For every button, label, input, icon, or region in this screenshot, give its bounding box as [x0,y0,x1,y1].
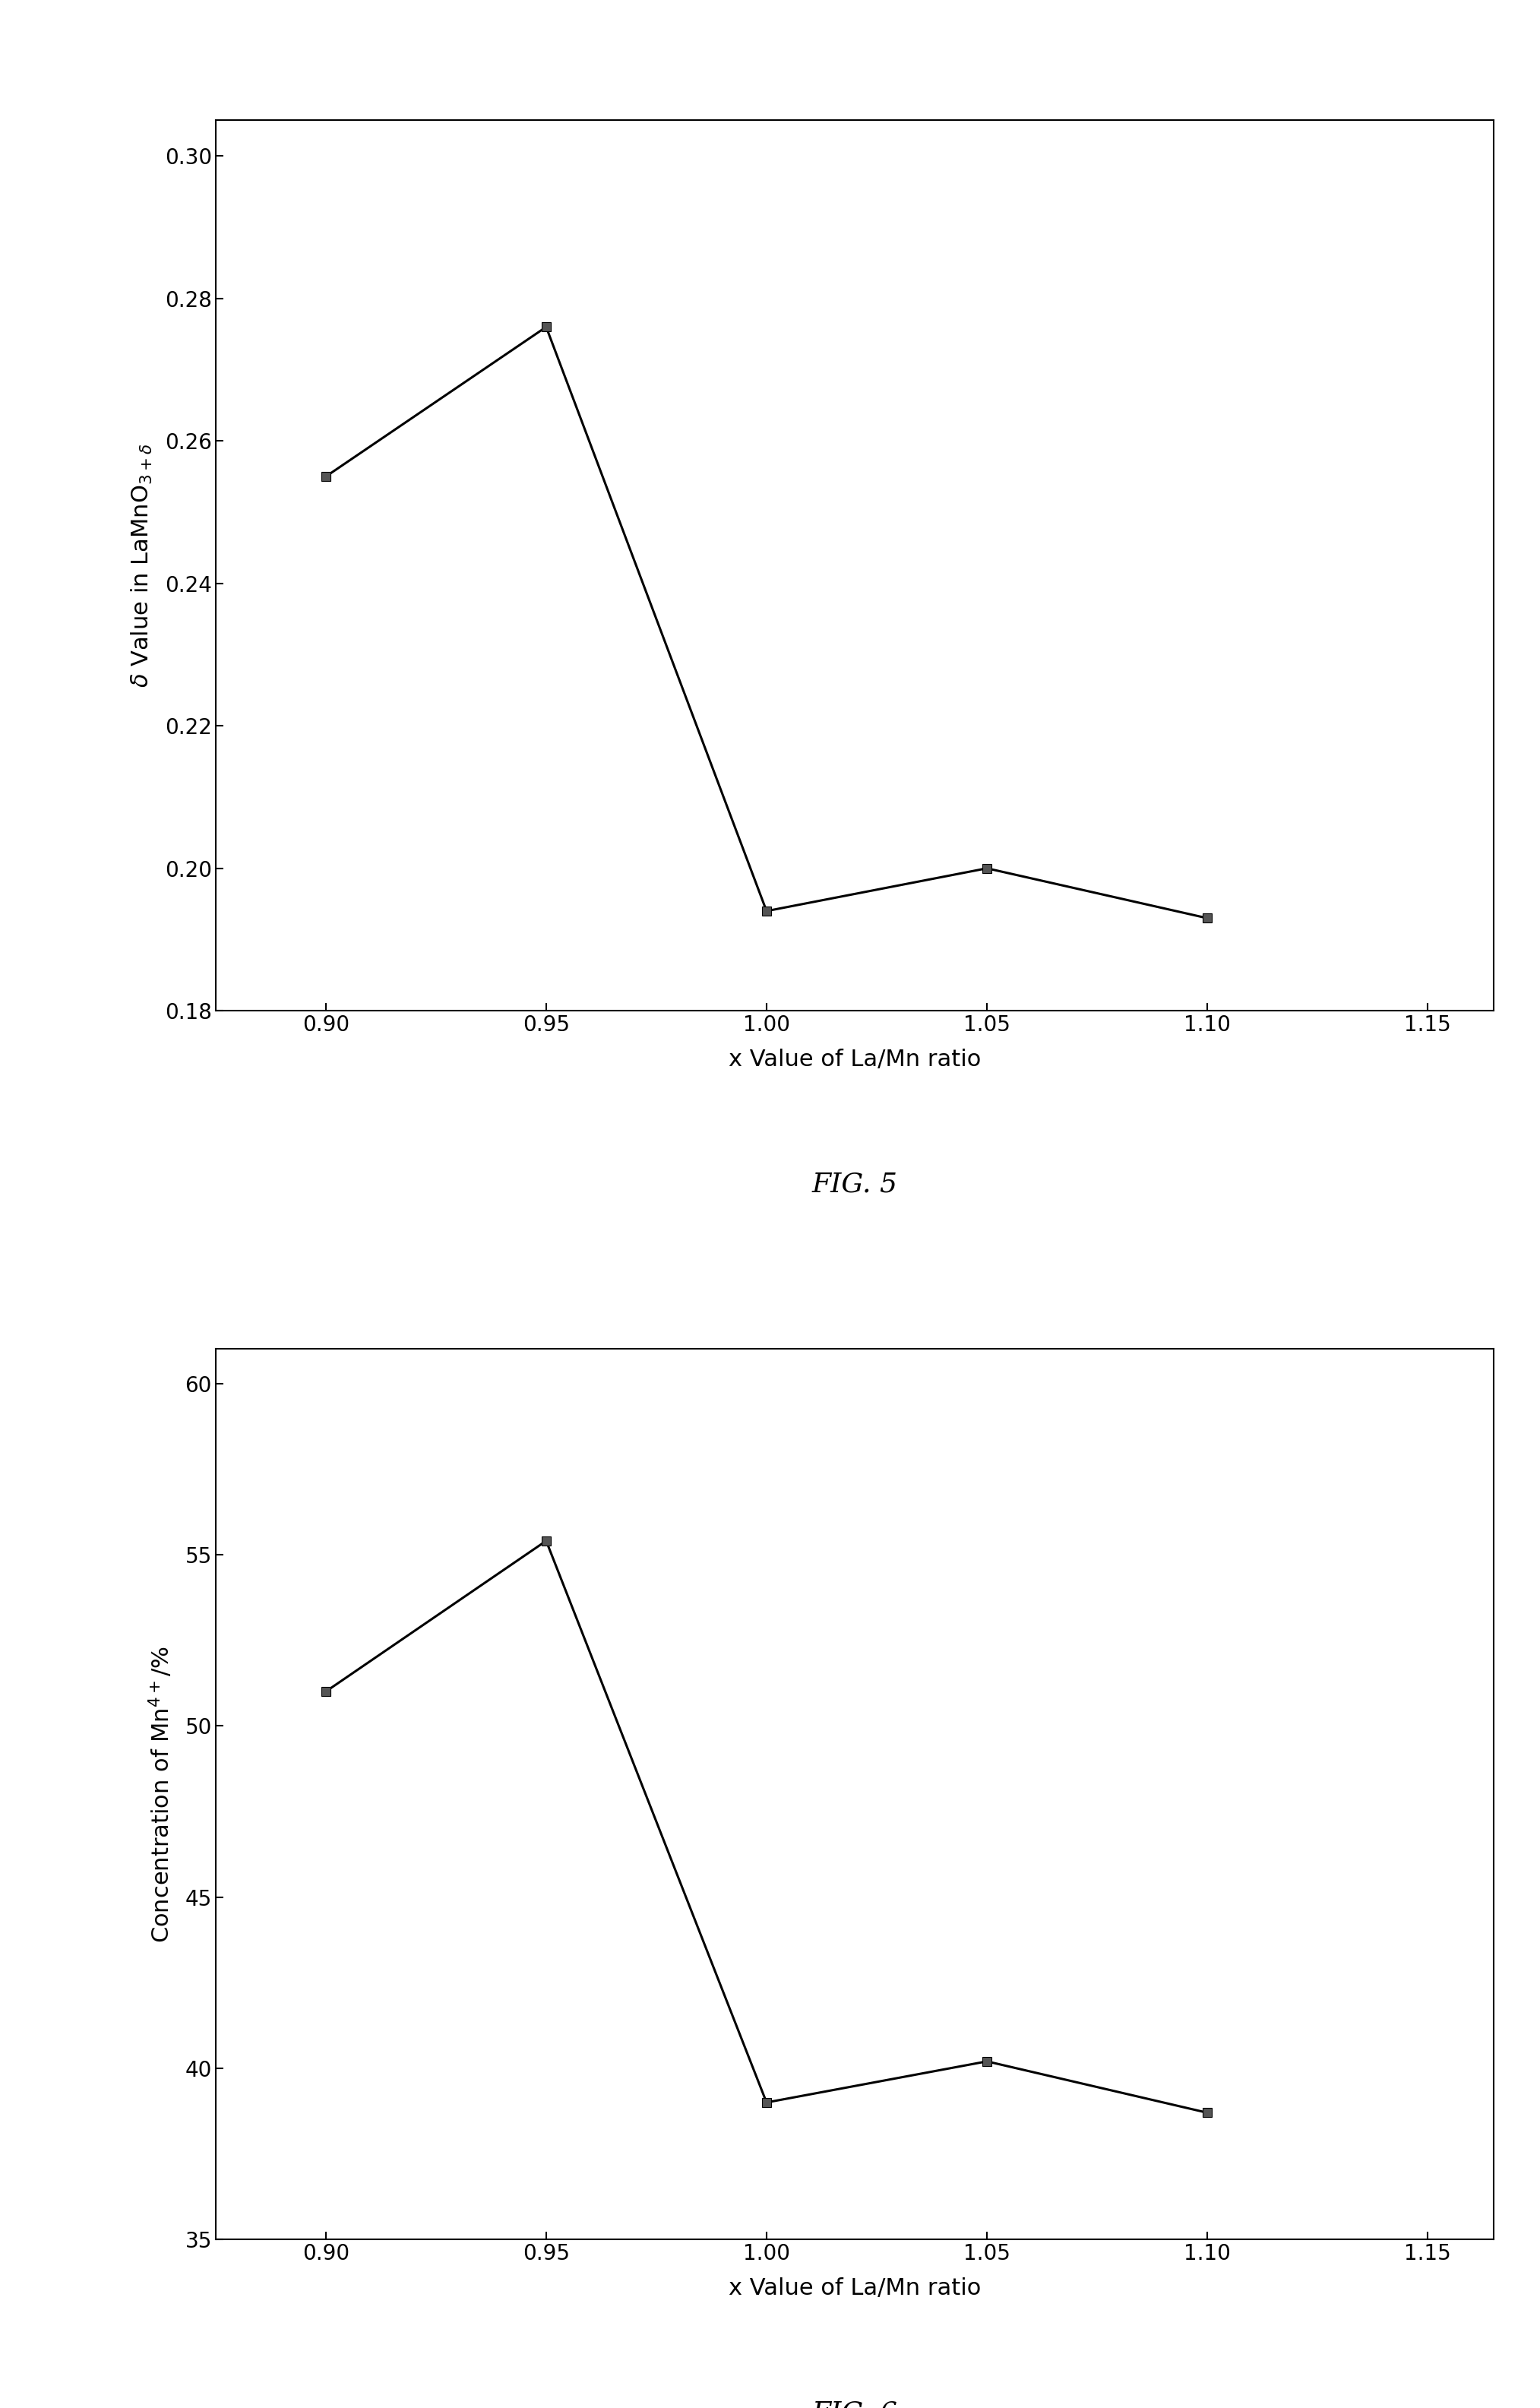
Text: FIG. 6: FIG. 6 [812,2401,898,2408]
X-axis label: x Value of La/Mn ratio: x Value of La/Mn ratio [728,1047,981,1072]
Y-axis label: Concentration of Mn$^{4+}$/%: Concentration of Mn$^{4+}$/% [148,1645,174,1943]
X-axis label: x Value of La/Mn ratio: x Value of La/Mn ratio [728,2278,981,2300]
Y-axis label: $\delta$ Value in LaMnO$_{3+\delta}$: $\delta$ Value in LaMnO$_{3+\delta}$ [129,443,154,689]
Text: FIG. 5: FIG. 5 [812,1170,898,1197]
